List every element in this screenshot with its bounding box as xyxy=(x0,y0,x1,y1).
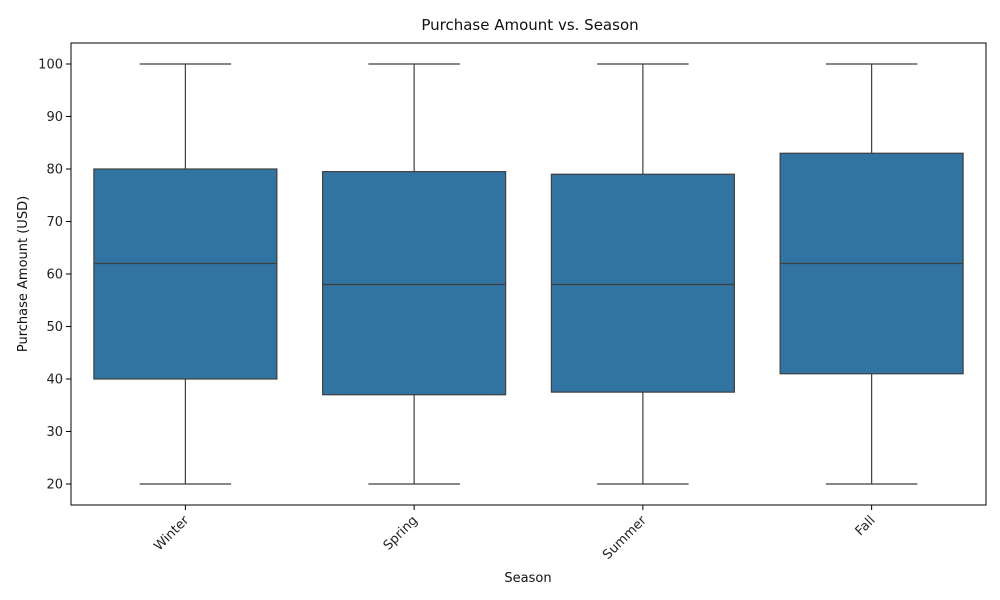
chart-title: Purchase Amount vs. Season xyxy=(421,16,638,34)
y-tick-label: 50 xyxy=(46,320,63,335)
x-tick-label-winter: Winter xyxy=(151,513,192,554)
x-axis-label: Season xyxy=(504,571,551,586)
y-tick-label: 80 xyxy=(46,163,63,178)
box-fall xyxy=(779,63,964,485)
iqr-box xyxy=(93,168,278,380)
plot-area xyxy=(93,63,964,485)
y-axis-label: Purchase Amount (USD) xyxy=(16,196,31,352)
iqr-box xyxy=(550,173,735,393)
y-tick-label: 30 xyxy=(46,425,63,440)
box-spring xyxy=(322,63,507,485)
y-axis: 20 30 40 50 60 70 80 90 100 xyxy=(38,58,71,493)
iqr-box xyxy=(322,171,507,396)
y-tick-label: 100 xyxy=(38,58,63,73)
x-tick-label-summer: Summer xyxy=(600,513,650,563)
y-tick-label: 70 xyxy=(46,215,63,230)
y-tick-label: 40 xyxy=(46,373,63,388)
x-axis: Winter Spring Summer Fall xyxy=(151,505,878,563)
box-summer xyxy=(550,63,735,485)
y-tick-label: 60 xyxy=(46,268,63,283)
box-winter xyxy=(93,63,278,485)
y-tick-label: 20 xyxy=(46,478,63,493)
y-tick-label: 90 xyxy=(46,110,63,125)
x-tick-label-fall: Fall xyxy=(853,513,879,539)
x-tick-label-spring: Spring xyxy=(381,513,421,553)
